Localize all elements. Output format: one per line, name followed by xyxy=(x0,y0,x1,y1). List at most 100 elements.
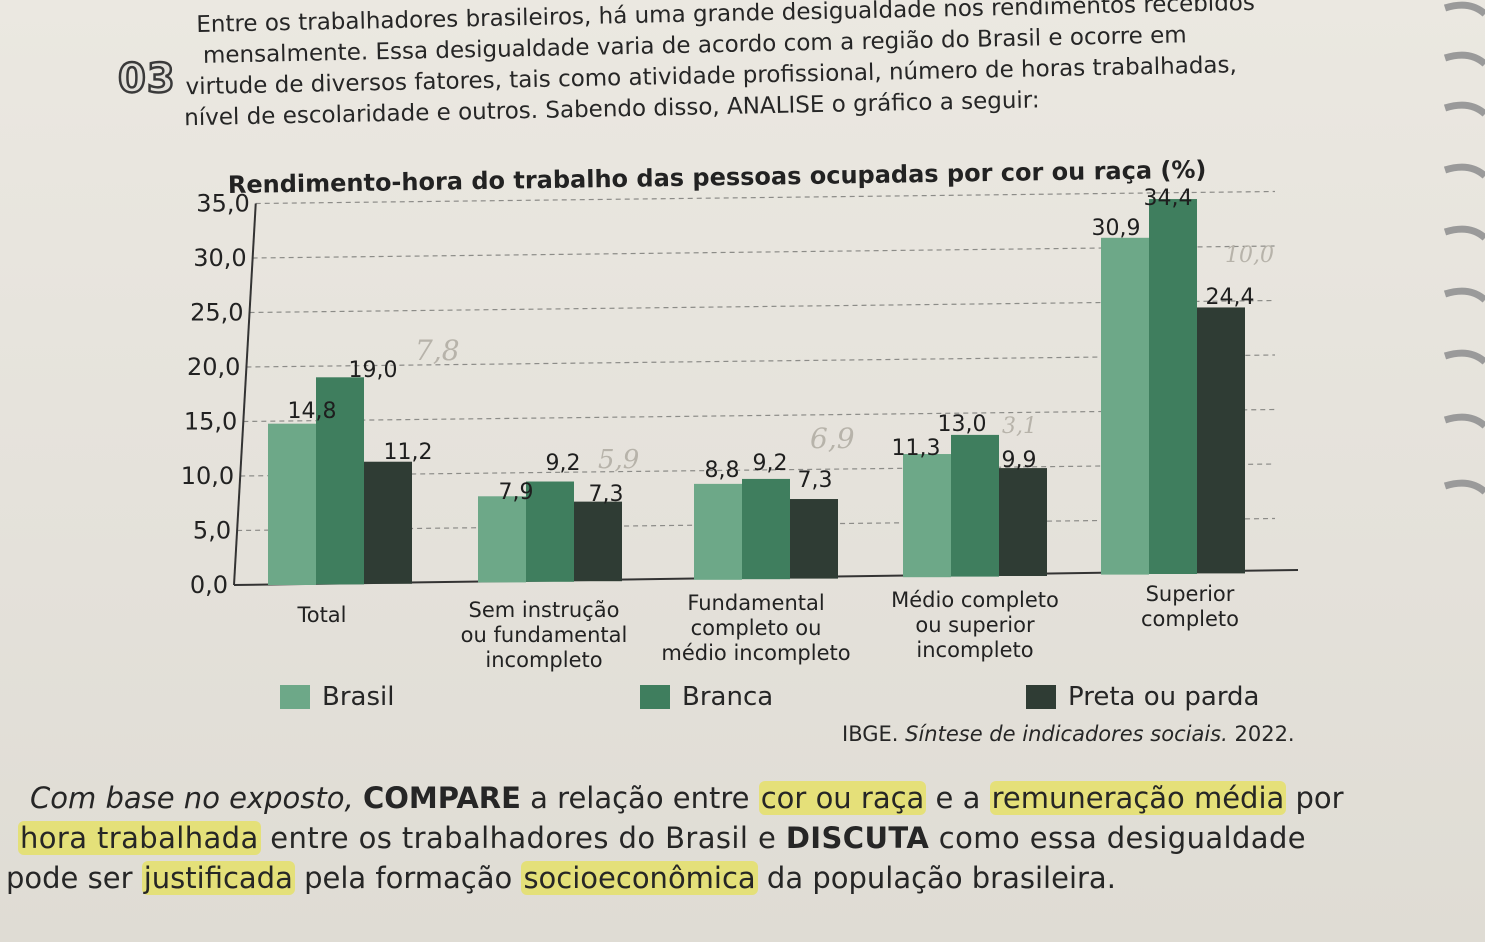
x-tick-label: incompleto xyxy=(916,638,1033,662)
x-tick-label: Médio completo xyxy=(891,588,1059,612)
q-text: e a xyxy=(926,781,990,815)
q-highlight: hora trabalhada xyxy=(18,821,261,855)
bar-preta-ou-parda xyxy=(1197,307,1245,574)
spiral-ring xyxy=(1443,101,1485,117)
y-tick-label: 5,0 xyxy=(193,517,231,545)
x-tick-label: ou superior xyxy=(915,613,1035,637)
x-tick-label: incompleto xyxy=(485,648,602,672)
q-keyword-compare: COMPARE xyxy=(362,781,521,815)
y-tick-label: 35,0 xyxy=(196,190,249,218)
q-text: por xyxy=(1286,781,1344,815)
q-keyword-discuta: DISCUTA xyxy=(785,821,930,855)
notebook-spiral xyxy=(1443,1,1485,495)
bar-brasil xyxy=(1101,237,1149,575)
bar-preta-ou-parda xyxy=(574,501,622,582)
data-label: 9,2 xyxy=(546,451,581,476)
data-label: 13,0 xyxy=(938,412,987,437)
chart-title: Rendimento-hora do trabalho das pessoas … xyxy=(228,156,1207,199)
source-author: IBGE. xyxy=(842,722,899,746)
q-text: da população brasileira. xyxy=(757,861,1116,895)
q-highlight: socioeconômica xyxy=(521,861,758,895)
legend-swatch-brasil xyxy=(280,685,310,709)
legend-item-branca: Branca xyxy=(640,682,773,712)
data-label: 14,8 xyxy=(288,399,337,424)
data-label: 8,8 xyxy=(705,458,740,483)
y-tick-label: 15,0 xyxy=(184,408,237,436)
question-prompt: Com base no exposto, COMPARE a relação e… xyxy=(0,778,1460,898)
data-label: 11,3 xyxy=(892,436,941,461)
bar-brasil xyxy=(694,483,742,580)
data-label: 7,9 xyxy=(499,480,534,505)
bar-chart: Rendimento-hora do trabalho das pessoas … xyxy=(181,156,1299,672)
y-axis xyxy=(233,203,257,586)
x-tick-label: completo ou xyxy=(691,616,822,640)
y-tick-label: 20,0 xyxy=(187,353,240,381)
q-highlight: remuneração média xyxy=(989,781,1287,815)
data-label: 7,3 xyxy=(798,468,833,493)
y-tick-label: 25,0 xyxy=(190,299,243,327)
legend-item-preta-parda: Preta ou parda xyxy=(1026,682,1259,712)
data-label: 7,3 xyxy=(589,482,624,507)
spiral-ring xyxy=(1443,479,1485,495)
data-label: 9,2 xyxy=(753,451,788,476)
spiral-ring xyxy=(1443,1,1485,17)
question-line: hora trabalhada entre os trabalhadores d… xyxy=(0,818,1460,858)
spiral-ring xyxy=(1443,225,1485,241)
legend-label-brasil: Brasil xyxy=(322,682,395,712)
bar-branca xyxy=(951,434,999,577)
data-label: 24,4 xyxy=(1206,285,1255,310)
data-label: 19,0 xyxy=(349,358,398,383)
question-number: 03 xyxy=(117,55,176,104)
q-text: Com base no exposto, xyxy=(30,781,363,815)
q-text: entre os trabalhadores do Brasil e xyxy=(260,821,786,855)
q-text: como essa desigualdade xyxy=(929,821,1307,855)
y-tick-label: 10,0 xyxy=(181,462,234,490)
bar-branca xyxy=(1149,199,1197,575)
bar-brasil xyxy=(478,496,526,583)
data-label: 30,9 xyxy=(1092,216,1141,241)
q-highlight: cor ou raça xyxy=(758,781,927,815)
bar-preta-ou-parda xyxy=(790,499,838,579)
handwritten-note: 6,9 xyxy=(810,422,855,455)
bar-brasil xyxy=(903,454,951,578)
handwritten-note: 3,1 xyxy=(1002,414,1037,439)
data-label: 9,9 xyxy=(1002,448,1037,473)
legend-label-branca: Branca xyxy=(682,682,774,712)
handwritten-note: 10,0 xyxy=(1225,243,1274,268)
legend-item-brasil: Brasil xyxy=(280,682,394,712)
bar-preta-ou-parda xyxy=(999,468,1047,576)
q-highlight: justificada xyxy=(141,861,295,895)
spiral-ring xyxy=(1443,349,1485,365)
chart-source: IBGE. Síntese de indicadores sociais. 20… xyxy=(842,722,1295,746)
bar-branca xyxy=(526,481,574,582)
gridline xyxy=(255,190,1276,205)
data-label: 34,4 xyxy=(1144,186,1193,211)
y-tick-label: 30,0 xyxy=(193,244,246,272)
x-tick-label: médio incompleto xyxy=(661,641,850,665)
bar-brasil xyxy=(268,423,316,585)
spiral-ring xyxy=(1443,287,1485,303)
question-line: pode ser justificada pela formação socio… xyxy=(0,858,1460,898)
spiral-ring xyxy=(1443,51,1485,67)
legend-swatch-preta-parda xyxy=(1026,685,1056,709)
q-text: pela formação xyxy=(294,861,522,895)
spiral-ring xyxy=(1443,163,1485,179)
legend-label-preta-parda: Preta ou parda xyxy=(1068,682,1260,712)
x-tick-label: Superior xyxy=(1146,582,1235,606)
x-tick-label: Sem instrução xyxy=(469,598,620,622)
legend-swatch-branca xyxy=(640,685,670,709)
handwritten-note: 5,9 xyxy=(598,445,639,475)
x-tick-label: completo xyxy=(1141,607,1239,631)
question-line: Com base no exposto, COMPARE a relação e… xyxy=(0,778,1460,818)
handwritten-note: 7,8 xyxy=(415,334,460,367)
bar-branca xyxy=(742,478,790,580)
q-text: pode ser xyxy=(6,861,142,895)
gridline xyxy=(240,463,1276,477)
data-label: 11,2 xyxy=(384,440,433,465)
bar-branca xyxy=(316,377,364,585)
x-tick-label: Total xyxy=(296,603,346,627)
source-year: 2022. xyxy=(1234,722,1295,746)
source-title: Síntese de indicadores sociais. xyxy=(905,722,1228,746)
y-tick-label: 0,0 xyxy=(190,571,228,599)
